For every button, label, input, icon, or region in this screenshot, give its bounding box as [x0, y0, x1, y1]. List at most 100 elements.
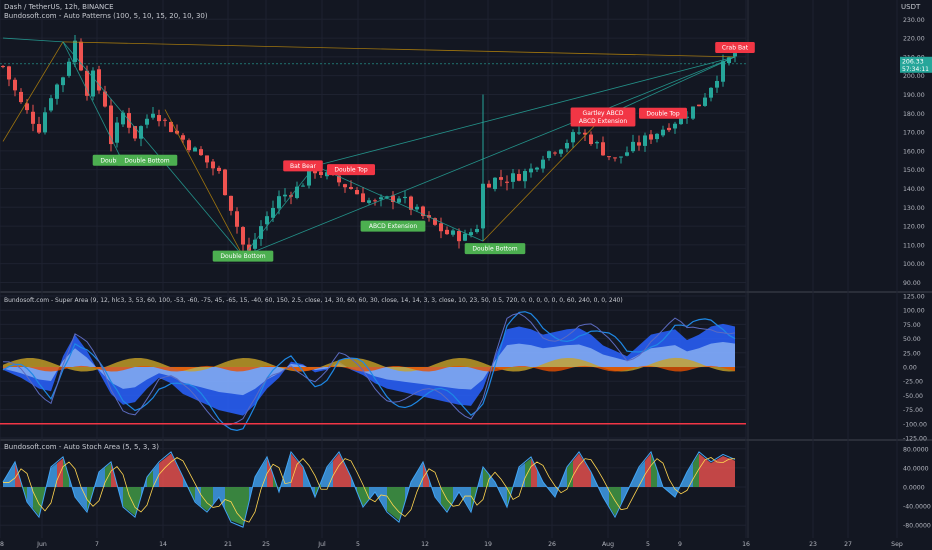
pattern-label-line: Double Bottom — [124, 157, 169, 164]
pattern-label: Double Bottom — [464, 243, 526, 255]
candle-body — [265, 216, 269, 225]
stoch-area-segment — [669, 487, 675, 497]
candle-body — [445, 229, 449, 235]
super-area-axis-tick-label: -100.00 — [903, 421, 927, 428]
stoch-area-segment — [243, 487, 249, 526]
candle-body — [145, 118, 149, 125]
stoch-area-segment — [561, 467, 567, 487]
candle-body — [367, 200, 371, 203]
candle-body — [205, 155, 209, 163]
super-area-pane[interactable] — [0, 311, 746, 431]
stoch-area-segment — [549, 487, 555, 497]
price-axis[interactable]: 90.00 100.00 110.00 120.00 130.00 140.00 150.0… — [900, 17, 932, 530]
stoch-area-segment — [429, 479, 435, 497]
super-area-axis-tick-label: -75.00 — [903, 407, 923, 414]
stoch-area-segment — [723, 455, 729, 487]
stoch-area-segment — [105, 463, 111, 487]
pattern-label: Gartley ABCD ABCD Extension — [570, 107, 636, 127]
price-pane[interactable]: Double Bottom Double Bottom Double Bottom B… — [0, 34, 755, 262]
price-axis-tick-label: 110.00 — [903, 242, 925, 249]
candle-body — [277, 196, 281, 209]
candle-body — [661, 129, 665, 136]
candle-body — [343, 184, 347, 188]
candle-body — [421, 206, 425, 217]
pattern-label-line: ABCD Extension — [579, 118, 627, 125]
pattern-label-text: Crab Bat — [722, 44, 749, 51]
time-tick-label: 26 — [548, 541, 556, 548]
super-area-axis-tick-label: 25.00 — [903, 350, 921, 357]
pattern-line — [2, 41, 64, 142]
candle-body — [559, 149, 563, 154]
pattern-label-line: ABCD Extension — [369, 223, 417, 230]
stoch-area-segment — [375, 487, 381, 502]
candle-body — [247, 244, 251, 251]
stoch-axis-tick-label: -80.0000 — [903, 523, 931, 530]
stoch-area-pane[interactable] — [2, 450, 736, 528]
time-tick-label: Sep — [891, 541, 903, 548]
indicator-title-stoch-area: Bundosoft.com - Auto Stoch Area (5, 5, 3… — [4, 443, 159, 451]
time-tick-label: Jul — [317, 541, 326, 548]
candle-body — [139, 126, 143, 139]
price-axis-tick-label: 120.00 — [903, 224, 925, 231]
price-axis-tick-label: 130.00 — [903, 205, 925, 212]
candle-body — [163, 119, 167, 121]
stoch-area-segment — [483, 467, 489, 487]
stoch-area-segment — [711, 459, 717, 487]
candle-body — [187, 140, 191, 151]
candle-body — [625, 152, 629, 156]
candle-body — [493, 177, 497, 190]
stoch-area-segment — [99, 467, 105, 487]
stoch-area-segment — [225, 487, 231, 521]
stoch-area-segment — [297, 460, 303, 487]
candle-body — [691, 106, 695, 119]
price-axis-tick-label: 230.00 — [903, 17, 925, 24]
stoch-area-segment — [369, 487, 375, 499]
stoch-area-segment — [255, 467, 261, 487]
candle-body — [115, 122, 119, 143]
pattern-line — [62, 41, 736, 58]
stoch-area-segment — [189, 487, 195, 502]
last-price-box — [900, 56, 932, 73]
candle-body — [295, 186, 299, 198]
stoch-area-segment — [345, 465, 351, 487]
candle-body — [325, 172, 329, 177]
candle-body — [157, 115, 161, 122]
pattern-label: ABCD Extension — [360, 220, 426, 232]
stoch-area-segment — [687, 463, 693, 487]
price-axis-tick-label: 140.00 — [903, 186, 925, 193]
candle-body — [1, 66, 5, 68]
time-axis[interactable]: 28 Jun 7 14 21 25 Jul 5 12 19 26 Aug 5 9 16 23 27 Sep — [0, 541, 903, 548]
stoch-axis-tick-label: 40.0000 — [903, 465, 929, 472]
candle-body — [391, 195, 395, 203]
super-area-axis-tick-label: 50.00 — [903, 336, 921, 343]
candle-body — [223, 169, 227, 196]
candle-body — [85, 70, 89, 96]
candle-body — [553, 152, 557, 154]
pattern-line — [2, 37, 64, 43]
candle-body — [469, 232, 473, 236]
pattern-line — [314, 56, 736, 167]
stoch-area-segment — [3, 472, 9, 487]
candle-body — [697, 104, 701, 107]
stoch-area-segment — [165, 453, 171, 487]
currency-label: USDT — [901, 3, 921, 11]
candle-body — [67, 61, 71, 76]
stoch-area-segment — [87, 487, 93, 511]
pattern-label-box — [570, 107, 636, 127]
stoch-area-segment — [591, 472, 597, 487]
stoch-area-segment — [177, 465, 183, 487]
pattern-label-line: Double Bottom — [220, 253, 265, 260]
stoch-area-segment — [219, 487, 225, 509]
stoch-area-segment — [231, 487, 237, 523]
candle-body — [121, 112, 125, 125]
candle-body — [31, 111, 35, 124]
candle-body — [667, 127, 671, 131]
candle-body — [319, 171, 323, 176]
super-area-axis-tick-label: 0.00 — [903, 365, 917, 372]
stoch-area-segment — [267, 458, 273, 487]
pattern-label-box — [639, 107, 687, 119]
pattern-line — [62, 41, 244, 257]
candle-body — [715, 80, 719, 88]
